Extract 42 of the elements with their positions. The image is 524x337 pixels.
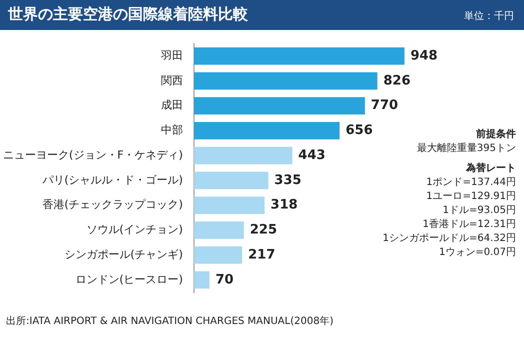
data-label: 70 [215, 272, 234, 288]
data-label: 318 [270, 198, 298, 213]
text: 1ウォン=0.07円 [438, 246, 516, 260]
bar [194, 246, 242, 264]
bar [194, 146, 292, 164]
data-label: 826 [383, 73, 410, 88]
text: 出所:IATA AIRPORT & AIR NAVIGATION CHARGES MANUAL(2008年) [6, 314, 334, 328]
text: 1香港ドル=12.31円 [422, 218, 516, 232]
y-tick-label: 関西 [160, 74, 183, 87]
y-tick-label: ソウル(インチョン) [86, 223, 183, 236]
y-tick-label: ニューヨーク(ジョン・F・ケネディ) [2, 148, 183, 162]
text: 1ドル=93.05円 [442, 204, 516, 218]
bar [194, 196, 265, 214]
annotation: 1シンガポールドル=64.32円 [382, 232, 516, 246]
data-label: 443 [298, 148, 326, 163]
data-label: 656 [346, 123, 373, 138]
bar [194, 221, 244, 239]
chart-title: 世界の主要空港の国際線着陸料比較 [8, 5, 248, 24]
text: 前提条件 [476, 129, 516, 140]
bar [194, 72, 378, 90]
text: 単位：千円 [464, 10, 514, 23]
bar [194, 122, 340, 140]
data-label: 225 [250, 222, 278, 238]
y-tick-label: パリ(シャルル・ド・ゴール) [41, 173, 183, 186]
y-tick-label: 中部 [160, 124, 183, 137]
text: 最大離陸重量395トン [416, 142, 516, 156]
text: 1ユーロ=129.91円 [425, 190, 516, 204]
bar [194, 172, 268, 190]
y-tick-label: 羽田 [160, 48, 183, 62]
bar [194, 271, 210, 289]
data-label: 770 [370, 98, 398, 114]
text: 1ポンド=137.44円 [425, 176, 516, 190]
data-label: 948 [410, 48, 438, 64]
data-label: 217 [248, 247, 276, 262]
y-tick-label: 香港(チェックラップコック) [42, 198, 183, 212]
bar [194, 47, 404, 65]
text: 為替レート [464, 162, 516, 176]
data-label: 335 [274, 172, 302, 188]
bar [194, 97, 365, 115]
y-tick-label: 成田 [160, 98, 183, 112]
y-tick-label: ロンドン(ヒースロー) [75, 272, 183, 286]
y-tick-label: シンガポール(チャンギ) [64, 248, 183, 261]
